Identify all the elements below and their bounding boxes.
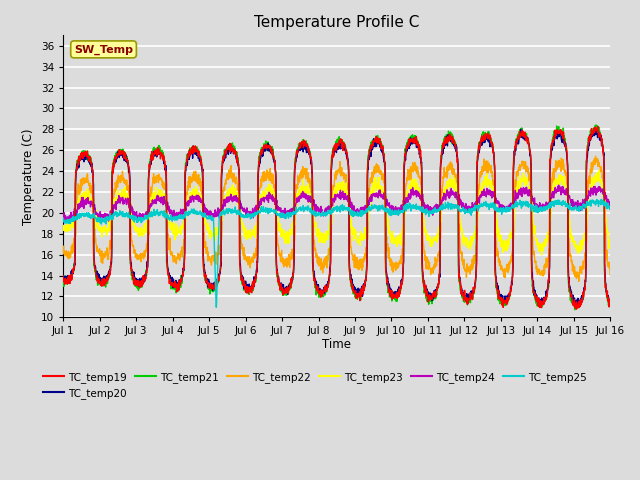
Text: SW_Temp: SW_Temp [74,44,133,55]
Title: Temperature Profile C: Temperature Profile C [254,15,419,30]
Y-axis label: Temperature (C): Temperature (C) [22,128,35,225]
X-axis label: Time: Time [323,338,351,351]
Legend: TC_temp19, TC_temp20, TC_temp21, TC_temp22, TC_temp23, TC_temp24, TC_temp25: TC_temp19, TC_temp20, TC_temp21, TC_temp… [38,368,591,403]
